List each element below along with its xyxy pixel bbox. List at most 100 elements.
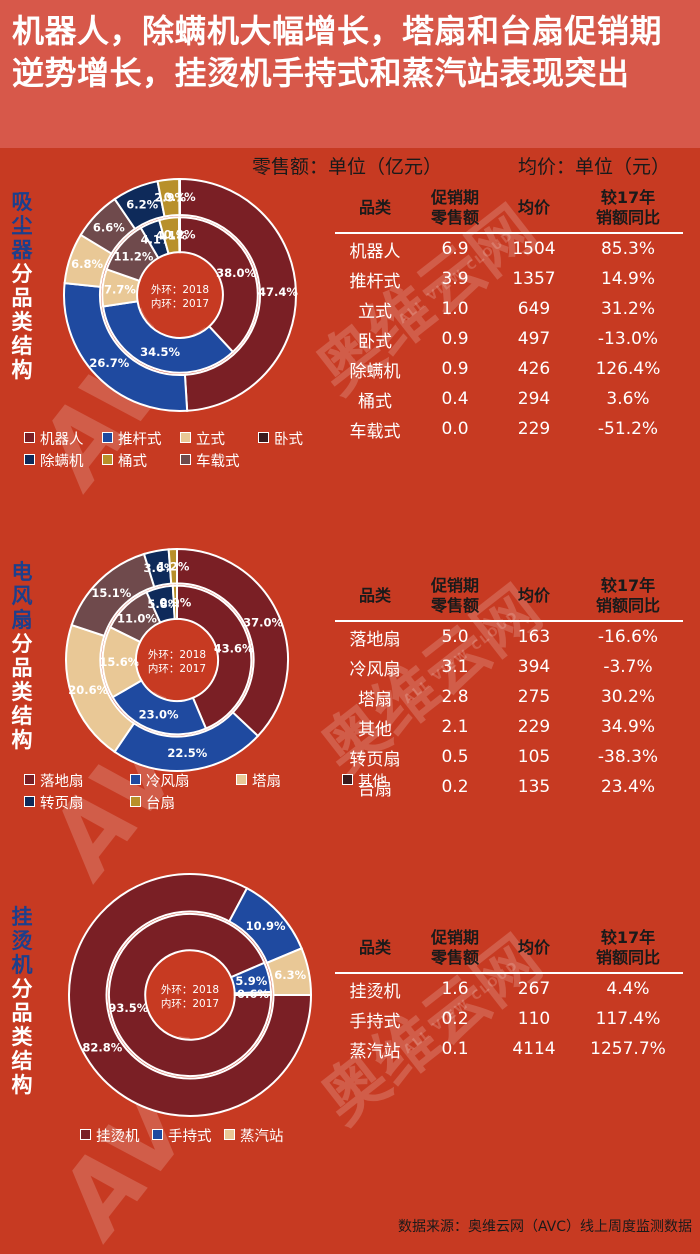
page-title: 机器人，除螨机大幅增长，塔扇和台扇促销期逆势增长，挂烫机手持式和蒸汽站表现突出: [12, 12, 663, 92]
vacuum-inner-slice-label: 0.2%: [164, 228, 196, 242]
table-cell: -13.0%: [597, 329, 659, 349]
table-cell: 塔扇: [358, 689, 392, 710]
vacuum-outer-slice-label: 6.6%: [93, 221, 125, 235]
fan-inner-slice: [171, 584, 178, 621]
vacuum-inner-slice: [178, 216, 181, 254]
table-cell: 23.4%: [600, 777, 655, 797]
table-cell: 0.0: [441, 419, 469, 439]
table-cell: 267: [517, 979, 551, 999]
table-cell: 除螨机: [349, 361, 401, 382]
table-row: 机器人 6.9 1504 85.3%: [335, 233, 683, 264]
table-header-row: 品类 促销期 零售额 均价 较17年 销额同比: [335, 576, 683, 622]
table-cell: 1.6: [441, 979, 469, 999]
table-cell: 30.2%: [600, 687, 655, 707]
legend-swatch: [236, 774, 247, 785]
legend-label: 落地扇: [40, 774, 84, 790]
steamer-outer-slice: [68, 873, 313, 1117]
outer-ring-year-label: 外环：2018: [151, 284, 209, 296]
vacuum-outer-slice: [179, 177, 297, 412]
table-row: 台扇 0.2 135 23.4%: [335, 772, 683, 802]
vacuum-outer-slice-label: 47.4%: [258, 285, 298, 299]
legend-label: 立式: [196, 432, 225, 448]
fan-donut-hole: [138, 621, 216, 699]
legend-item: 塔扇: [236, 770, 281, 791]
vacuum-inner-slice: [101, 300, 235, 374]
steamer-outer-slice: [265, 947, 313, 996]
steamer-inner-slice-label: 5.9%: [235, 974, 267, 988]
legend-label: 挂烫机: [96, 1129, 140, 1145]
fan-inner-slice-label: 11.0%: [117, 611, 157, 625]
legend-label: 冷风扇: [146, 774, 190, 790]
vacuum-label-top: 吸尘器: [11, 190, 33, 262]
table-cell: 1.0: [441, 299, 469, 319]
legend-label: 桶式: [118, 454, 147, 470]
table-header-price: 均价: [495, 928, 573, 974]
fan-inner-slice-label: 0.9%: [159, 595, 191, 609]
table-cell: 294: [517, 389, 551, 409]
vacuum-section-label: 吸尘器 分品类结构: [8, 190, 36, 382]
steamer-inner-slice: [233, 990, 273, 996]
table-cell: 163: [517, 627, 551, 647]
legend-item: 冷风扇: [130, 770, 190, 791]
vacuum-outer-slice: [178, 177, 181, 216]
table-header-category: 品类: [335, 576, 415, 622]
table-row: 卧式 0.9 497 -13.0%: [335, 324, 683, 354]
steamer-section-label: 挂烫机 分品类结构: [8, 905, 36, 1097]
table-cell: 5.0: [441, 627, 469, 647]
steamer-inner-slice-label: 0.6%: [237, 987, 269, 1001]
table-header-row: 品类 促销期 零售额 均价 较17年 销额同比: [335, 928, 683, 974]
vacuum-inner-slice: [179, 216, 259, 354]
table-row: 冷风扇 3.1 394 -3.7%: [335, 652, 683, 682]
table-cell: 蒸汽站: [349, 1041, 401, 1062]
table-cell: 0.1: [441, 1039, 469, 1059]
table-cell: 497: [517, 329, 551, 349]
table-cell: 126.4%: [595, 359, 661, 379]
vacuum-inner-slice-label: 11.2%: [114, 250, 154, 264]
legend-swatch: [180, 454, 191, 465]
legend-item: 蒸汽站: [224, 1125, 284, 1146]
legend-item: 其他: [342, 770, 387, 791]
table-cell: 立式: [358, 301, 392, 322]
table-cell: 649: [517, 299, 551, 319]
steamer-inner-slice: [107, 912, 273, 1078]
fan-outer-slice-label: 20.6%: [68, 683, 108, 697]
table-cell: 426: [517, 359, 551, 379]
table-cell: 229: [517, 419, 551, 439]
table-cell: 0.2: [441, 777, 469, 797]
legend-swatch: [102, 432, 113, 443]
inner-ring-year-label: 内环：2017: [161, 997, 219, 1010]
fan-outer-slice-label: 1.2%: [158, 559, 190, 573]
fan-inner-slice: [176, 584, 253, 730]
table-cell: 其他: [358, 719, 392, 740]
table-row: 塔扇 2.8 275 30.2%: [335, 682, 683, 712]
table-row: 挂烫机 1.6 267 4.4%: [335, 973, 683, 1004]
table-cell: 1357: [512, 269, 556, 289]
legend-swatch: [180, 432, 191, 443]
steamer-donut-chart: 82.8% 10.9% 6.3% 93.5% 5.9%0.6% 外环：2018内环：201…: [68, 873, 313, 1117]
table-cell: 14.9%: [600, 269, 655, 289]
table-cell: 85.3%: [600, 239, 655, 259]
legend-swatch: [24, 796, 35, 807]
legend-label: 手持式: [168, 1129, 212, 1145]
fan-donut-chart: 37.0% 22.5% 20.6% 15.1% 3.6%1.2% 43.6% 23.0% 15…: [65, 547, 289, 772]
table-header-yoy: 较17年 销额同比: [573, 576, 683, 622]
steamer-table: 品类 促销期 零售额 均价 较17年 销额同比 挂烫机 1.6 267 4.4% 手持式 0.2 110…: [335, 928, 683, 1064]
table-header-category: 品类: [335, 188, 415, 234]
fan-outer-slice: [167, 547, 178, 585]
steamer-label-bottom: 分品类结构: [11, 977, 33, 1097]
table-cell: 2.8: [441, 687, 469, 707]
fan-outer-slice-label: 22.5%: [167, 746, 207, 760]
legend-label: 塔扇: [252, 774, 281, 790]
outer-ring-year-label: 外环：2018: [161, 984, 219, 996]
table-cell: 34.9%: [600, 717, 655, 737]
table-cell: 275: [517, 687, 551, 707]
table-cell: 3.1: [441, 657, 469, 677]
fan-outer-slice-label: 15.1%: [91, 586, 131, 600]
steamer-outer-slice-label: 6.3%: [274, 968, 306, 982]
vacuum-inner-slice-label: 7.7%: [104, 282, 136, 296]
table-cell: 394: [517, 657, 551, 677]
legend-swatch: [130, 774, 141, 785]
legend-item: 除螨机: [24, 450, 84, 471]
legend-item: 桶式: [102, 450, 147, 471]
fan-inner-slice-label: 43.6%: [214, 642, 254, 656]
